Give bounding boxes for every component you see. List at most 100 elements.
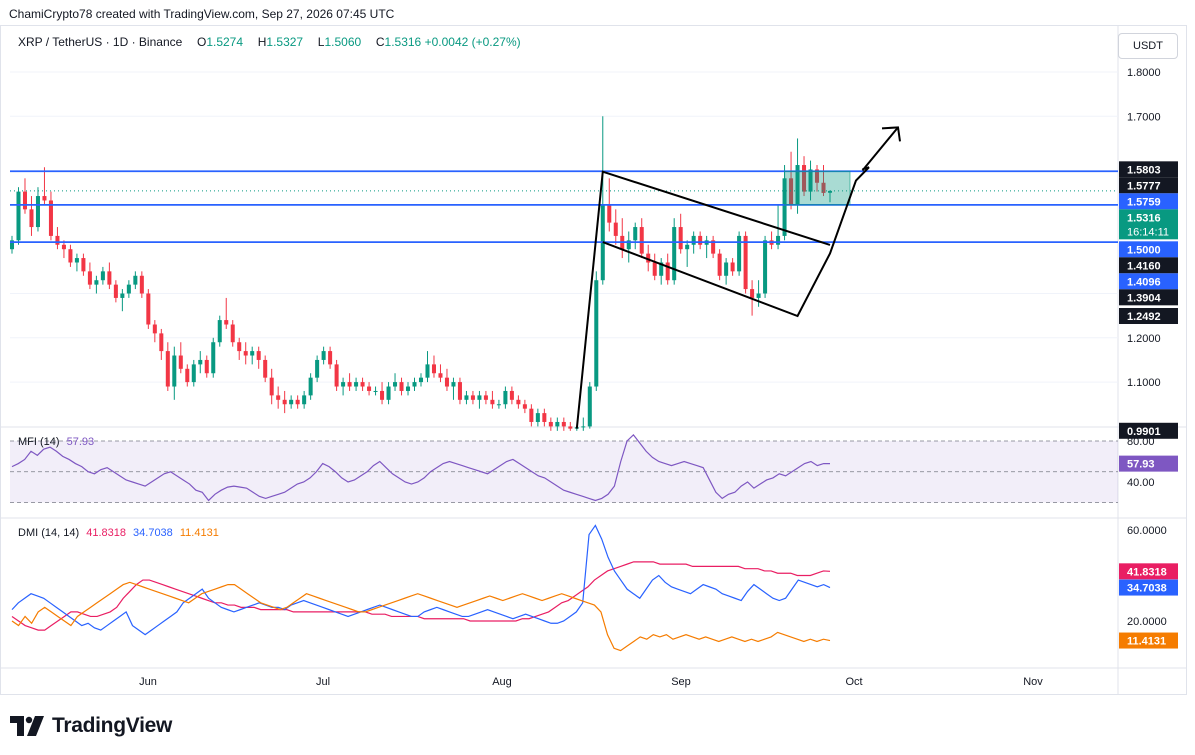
dmi-last-label-box (1119, 563, 1178, 580)
candle-body (464, 395, 469, 400)
dmi-legend[interactable]: DMI (14, 14) 41.8318 34.7038 11.4131 (18, 527, 219, 539)
price-axis-label-box (1119, 209, 1178, 240)
price-tick-label: 1.2000 (1127, 333, 1161, 345)
candle-countdown-label: 16:14:11 (1127, 226, 1169, 238)
candle-body (412, 382, 417, 387)
dmi-last-label: 34.7038 (1127, 583, 1167, 595)
price-axis-label: 1.5316 (1127, 212, 1161, 224)
candle-body (269, 377, 274, 396)
symbol-name[interactable]: XRP / TetherUS · 1D · Binance (18, 35, 183, 49)
adx-line (11, 581, 831, 652)
candle-body (678, 227, 683, 250)
candle-body (191, 364, 196, 383)
candle-body (243, 351, 248, 356)
candle-body (496, 404, 501, 406)
candle-body (587, 386, 592, 427)
candle-body (691, 235, 696, 245)
flag-channel-line (602, 166, 870, 318)
candle-body (633, 227, 638, 241)
candle-body (815, 169, 820, 183)
dmi-minus-value: 34.7038 (133, 527, 173, 539)
price-axis-label-box (1119, 161, 1178, 178)
price-tick-label: 1.7000 (1127, 111, 1161, 123)
candle-body (217, 320, 222, 343)
mfi-last-label-box (1119, 455, 1178, 472)
close-label: C (375, 35, 385, 49)
change-value: +0.0042 (+0.27%) (424, 35, 521, 49)
candle-body (204, 359, 209, 374)
time-tick-label: Jul (316, 676, 330, 688)
candle-body (126, 284, 131, 294)
price-axis-label-box (1119, 308, 1178, 325)
candle-body (776, 235, 781, 245)
dmi-last-label: 41.8318 (1127, 566, 1167, 578)
price-tick-label: 1.1000 (1127, 377, 1161, 389)
price-axis-label: 1.5777 (1127, 180, 1161, 192)
price-axis-label-box (1119, 257, 1178, 274)
candle-body (594, 280, 599, 387)
candle-body (282, 399, 287, 405)
time-tick-label: Nov (1023, 676, 1043, 688)
candle-body (444, 377, 449, 387)
price-axis-label-box (1119, 289, 1178, 306)
candle-body (113, 284, 118, 298)
mfi-value: 57.93 (66, 436, 95, 448)
candle-body (22, 191, 27, 210)
price-axis-label: 1.3904 (1127, 292, 1162, 304)
candle-body (328, 351, 333, 365)
candle-body (159, 333, 164, 352)
open-label: O (196, 35, 207, 49)
candle-body (9, 240, 15, 250)
candle-body (399, 382, 404, 391)
chart-caption: ChamiCrypto78 created with TradingView.c… (9, 7, 395, 21)
candle-body (360, 382, 365, 387)
candle-body (146, 293, 151, 325)
candle-body (263, 359, 268, 378)
candle-body (302, 395, 307, 405)
candle-body (107, 271, 112, 285)
open-value: 1.5274 (206, 35, 244, 49)
candle-body (808, 169, 813, 192)
candle-body (639, 227, 644, 254)
time-tick-label: Aug (492, 676, 512, 688)
candle-body (87, 271, 92, 285)
tradingview-logo[interactable]: TradingView (10, 713, 172, 739)
price-tick-label: 1.8000 (1127, 67, 1161, 79)
mfi-title: MFI (14) (18, 436, 60, 448)
candle-body (16, 191, 21, 241)
candle-body (185, 368, 190, 383)
dmi-title: DMI (14, 14) (18, 527, 80, 539)
dmi-minus-line (11, 524, 831, 636)
candle-body (470, 395, 475, 400)
dmi-plus-line (11, 561, 831, 631)
candle-body (393, 382, 398, 387)
candle-body (581, 426, 586, 428)
candle-body (250, 351, 255, 356)
high-value: 1.5327 (266, 35, 304, 49)
candle-body (68, 249, 73, 263)
range-highlight-box (784, 170, 851, 206)
candle-body (789, 178, 794, 205)
price-axis-label: 1.2492 (1127, 311, 1161, 323)
candle-body (172, 355, 177, 387)
candle-body (406, 386, 411, 391)
close-value: 1.5316 (384, 35, 422, 49)
currency-unit-button[interactable]: USDT (1118, 33, 1178, 59)
candle-body (509, 390, 514, 400)
candle-body (133, 275, 138, 285)
candle-body (457, 382, 462, 400)
mfi-tick-label: 40.00 (1127, 477, 1155, 489)
dmi-tick-label: 20.0000 (1127, 616, 1167, 628)
dmi-plus-value: 41.8318 (86, 527, 126, 539)
candle-body (763, 240, 768, 294)
candle-body (548, 421, 553, 427)
mfi-legend[interactable]: MFI (14) 57.93 (18, 436, 94, 448)
candle-body (542, 413, 547, 422)
mfi-tick-label: 80.00 (1127, 436, 1155, 448)
candle-body (380, 390, 385, 400)
candle-body (295, 399, 300, 405)
candle-body (315, 359, 320, 378)
candle-body (555, 421, 560, 427)
candle-body (230, 324, 235, 343)
